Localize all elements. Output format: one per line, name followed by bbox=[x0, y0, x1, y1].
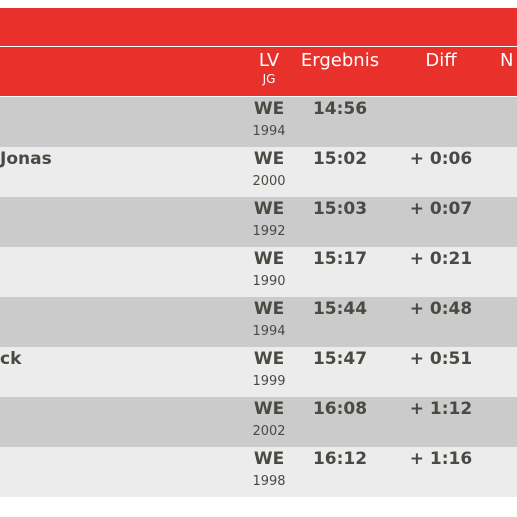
results-table-header: LV JG Ergebnis Diff N bbox=[0, 47, 517, 96]
table-row[interactable]: WE 1990 15:17 + 0:21 bbox=[0, 247, 517, 297]
lv-value: WE bbox=[253, 349, 285, 369]
lv-value: WE bbox=[253, 99, 285, 119]
diff-value: + 1:16 bbox=[409, 449, 473, 469]
diff-value: + 0:07 bbox=[409, 199, 473, 219]
diff-value: + 0:21 bbox=[409, 249, 473, 269]
ergebnis-value: 15:17 bbox=[312, 249, 368, 269]
lv-value: WE bbox=[253, 299, 285, 319]
ergebnis-value: 16:12 bbox=[312, 449, 368, 469]
jg-value: 1992 bbox=[252, 224, 286, 239]
lv-value: WE bbox=[253, 249, 285, 269]
table-row[interactable]: WE 1994 15:44 + 0:48 bbox=[0, 297, 517, 347]
jg-value: 1998 bbox=[252, 474, 286, 489]
athlete-name: ck bbox=[0, 349, 22, 369]
lv-value: WE bbox=[253, 399, 285, 419]
jg-value: 1990 bbox=[252, 274, 286, 289]
ergebnis-value: 15:47 bbox=[312, 349, 368, 369]
table-row[interactable]: WE 1994 14:56 bbox=[0, 97, 517, 147]
diff-value: + 0:06 bbox=[409, 149, 473, 169]
diff-label: Diff bbox=[425, 50, 457, 71]
table-row[interactable]: ck WE 1999 15:47 + 0:51 bbox=[0, 347, 517, 397]
ergebnis-value: 14:56 bbox=[312, 99, 368, 119]
diff-value: + 0:51 bbox=[409, 349, 473, 369]
jg-value: 2002 bbox=[252, 424, 286, 439]
column-header-next[interactable]: N bbox=[500, 50, 517, 72]
jg-label: JG bbox=[262, 72, 276, 86]
ergebnis-value: 16:08 bbox=[312, 399, 368, 419]
results-table-body: WE 1994 14:56 Jonas WE 2000 15:02 + 0:06… bbox=[0, 97, 517, 497]
column-header-diff[interactable]: Diff bbox=[400, 50, 482, 72]
table-row[interactable]: Jonas WE 2000 15:02 + 0:06 bbox=[0, 147, 517, 197]
jg-value: 1994 bbox=[252, 124, 286, 139]
jg-value: 1994 bbox=[252, 324, 286, 339]
athlete-name: Jonas bbox=[0, 149, 52, 169]
jg-value: 2000 bbox=[252, 174, 286, 189]
table-row[interactable]: WE 1992 15:03 + 0:07 bbox=[0, 197, 517, 247]
ergebnis-value: 15:03 bbox=[312, 199, 368, 219]
next-label: N bbox=[500, 50, 514, 71]
title-banner bbox=[0, 8, 517, 46]
jg-value: 1999 bbox=[252, 374, 286, 389]
diff-value: + 0:48 bbox=[409, 299, 473, 319]
table-row[interactable]: WE 1998 16:12 + 1:16 bbox=[0, 447, 517, 497]
column-header-lv[interactable]: LV JG bbox=[248, 50, 290, 86]
lv-value: WE bbox=[253, 199, 285, 219]
lv-value: WE bbox=[253, 449, 285, 469]
ergebnis-value: 15:02 bbox=[312, 149, 368, 169]
column-header-ergebnis[interactable]: Ergebnis bbox=[298, 50, 382, 72]
ergebnis-label: Ergebnis bbox=[300, 50, 380, 71]
diff-value: + 1:12 bbox=[409, 399, 473, 419]
ergebnis-value: 15:44 bbox=[312, 299, 368, 319]
table-row[interactable]: WE 2002 16:08 + 1:12 bbox=[0, 397, 517, 447]
lv-label: LV bbox=[258, 50, 280, 71]
lv-value: WE bbox=[253, 149, 285, 169]
